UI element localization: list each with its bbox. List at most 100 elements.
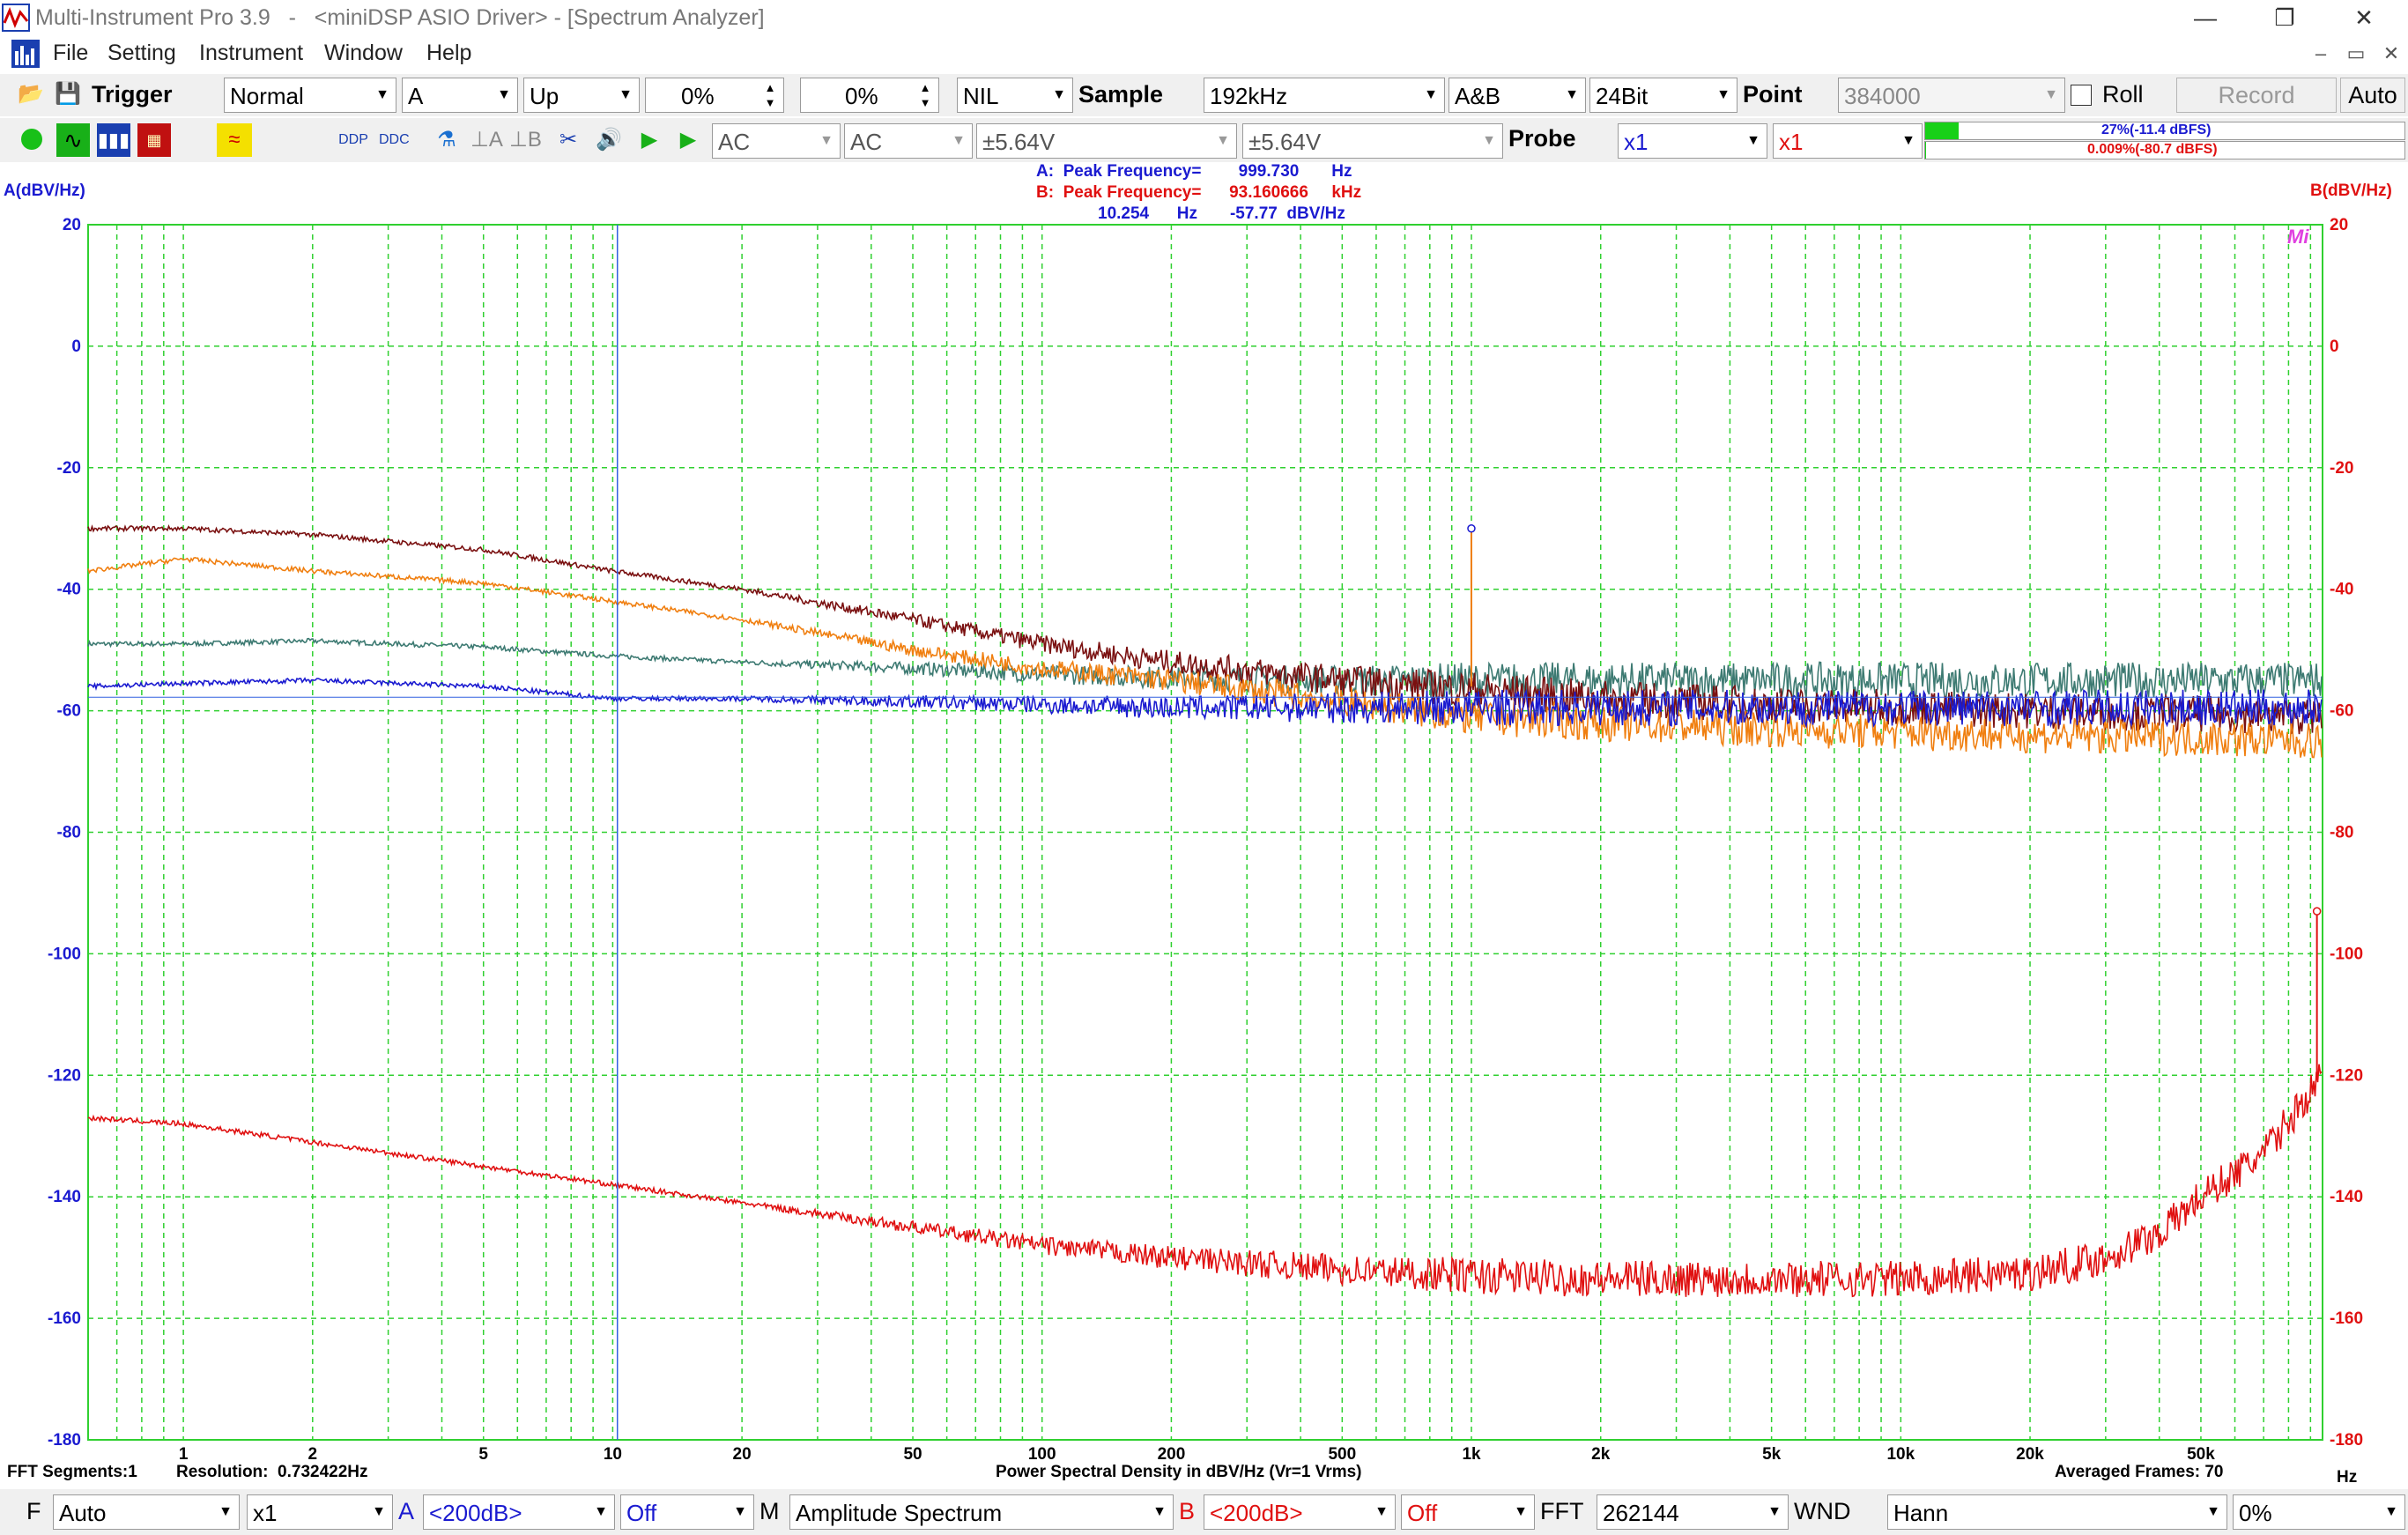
analysis-mode-select[interactable]: Amplitude Spectrum ▼ bbox=[789, 1494, 1174, 1530]
frequency-mult-select[interactable]: x1 ▼ bbox=[247, 1494, 393, 1530]
spectrogram-icon[interactable]: ▦ bbox=[137, 123, 171, 157]
spectrum-analyzer-icon[interactable]: ▮▮▮ bbox=[97, 123, 130, 157]
y-tick-label-right: -180 bbox=[2330, 1431, 2363, 1450]
y-tick-label-left: -180 bbox=[48, 1431, 81, 1450]
spin-arrows-icon[interactable]: ▲ ▼ bbox=[764, 81, 776, 109]
y-tick-label-right: -80 bbox=[2330, 824, 2353, 842]
chevron-down-icon: ▼ bbox=[219, 1504, 233, 1519]
y-tick-label-left: -60 bbox=[57, 702, 81, 721]
y-tick-label-left: -100 bbox=[48, 945, 81, 963]
mdi-restore-button[interactable]: ▭ bbox=[2346, 42, 2366, 64]
range-a-select[interactable]: ±5.64V ▼ bbox=[976, 123, 1237, 159]
chevron-down-icon: ▼ bbox=[619, 87, 633, 102]
range-b-select[interactable]: ±5.64V ▼ bbox=[1242, 123, 1503, 159]
dds-a-icon[interactable]: DDP bbox=[338, 132, 368, 147]
speaker-icon[interactable]: 🔊 bbox=[596, 128, 622, 152]
bit-depth-select[interactable]: 24Bit ▼ bbox=[1589, 78, 1737, 113]
measure-cursor-icon[interactable]: ✂ bbox=[559, 128, 578, 152]
record-button[interactable]: Record bbox=[2176, 78, 2337, 113]
spin-arrows-icon[interactable]: ▲ ▼ bbox=[919, 81, 931, 109]
play-once-icon[interactable]: ▶ bbox=[679, 128, 697, 152]
chevron-down-icon: ▼ bbox=[372, 1504, 386, 1519]
m-label: M bbox=[759, 1498, 780, 1524]
series-line-4 bbox=[87, 1064, 2323, 1298]
chevron-down-icon: ▼ bbox=[1052, 87, 1066, 102]
trigger-edge-select[interactable]: Up ▼ bbox=[523, 78, 640, 113]
nil-select[interactable]: NIL ▼ bbox=[957, 78, 1073, 113]
channels-value: A&B bbox=[1455, 83, 1501, 109]
spectrum-plot-area[interactable]: A(dBV/Hz) B(dBV/Hz) A: Peak Frequency= 9… bbox=[0, 162, 2408, 1487]
menu-setting[interactable]: Setting bbox=[107, 41, 176, 65]
calibrate-icon[interactable]: ⚗ bbox=[437, 128, 456, 152]
trigger-label: Trigger bbox=[92, 81, 173, 108]
x-tick-label: 20k bbox=[2016, 1445, 2044, 1464]
b-range-select[interactable]: <200dB> ▼ bbox=[1204, 1494, 1396, 1530]
restore-button[interactable]: ❐ bbox=[2274, 4, 2295, 31]
trigger-delay-stepper[interactable]: 0% ▲ ▼ bbox=[800, 78, 939, 113]
chevron-down-icon: ▼ bbox=[1767, 1504, 1782, 1519]
level-a-text: 27%(-11.4 dBFS) bbox=[2101, 122, 2212, 137]
open-folder-icon[interactable]: 📂 bbox=[18, 82, 44, 106]
mdi-minimize-button[interactable]: – bbox=[2315, 42, 2327, 64]
run-indicator-icon[interactable] bbox=[21, 129, 42, 150]
y-tick-label-right: -140 bbox=[2330, 1188, 2363, 1206]
y-tick-label-left: -140 bbox=[48, 1188, 81, 1206]
chevron-down-icon: ▼ bbox=[1901, 133, 1915, 148]
spectrum-chart[interactable]: 20 200 0-20 -20-40 -40-60 -60-80 -80-100 -100-1… bbox=[0, 169, 2408, 1484]
play-icon[interactable]: ▶ bbox=[641, 128, 658, 152]
trigger-mode-select[interactable]: Normal ▼ bbox=[224, 78, 396, 113]
probe-b-select[interactable]: x1 ▼ bbox=[1773, 123, 1923, 159]
signal-generator-icon[interactable]: ≈ bbox=[217, 123, 252, 157]
a-label: A bbox=[398, 1498, 415, 1524]
coupling-a-select[interactable]: AC ▼ bbox=[712, 123, 841, 159]
channels-select[interactable]: A&B ▼ bbox=[1449, 78, 1586, 113]
series-line-1 bbox=[87, 556, 2323, 759]
roll-label: Roll bbox=[2102, 81, 2144, 108]
trigger-source-select[interactable]: A ▼ bbox=[402, 78, 518, 113]
trace-a-icon[interactable]: ⊥A bbox=[470, 128, 503, 152]
probe-a-select[interactable]: x1 ▼ bbox=[1618, 123, 1767, 159]
analysis-mode-value: Amplitude Spectrum bbox=[796, 1500, 1003, 1526]
y-tick-label-right: -60 bbox=[2330, 702, 2353, 721]
auto-button[interactable]: Auto bbox=[2340, 78, 2405, 113]
b-off-select[interactable]: Off ▼ bbox=[1401, 1494, 1535, 1530]
a-range-select[interactable]: <200dB> ▼ bbox=[423, 1494, 615, 1530]
chevron-down-icon: ▼ bbox=[1716, 87, 1730, 102]
points-select[interactable]: 384000 ▼ bbox=[1838, 78, 2065, 113]
x-tick-label: 10 bbox=[604, 1445, 622, 1464]
trigger-mode-value: Normal bbox=[230, 83, 304, 109]
trigger-level-stepper[interactable]: 0% ▲ ▼ bbox=[645, 78, 784, 113]
fft-segments: FFT Segments:1 bbox=[7, 1463, 137, 1481]
oscilloscope-icon[interactable]: ∿ bbox=[56, 123, 90, 157]
overlap-select[interactable]: 0% ▼ bbox=[2233, 1494, 2405, 1530]
chevron-down-icon: ▼ bbox=[1514, 1504, 1528, 1519]
window-function-select[interactable]: Hann ▼ bbox=[1887, 1494, 2227, 1530]
app-icon bbox=[2, 4, 30, 32]
minimize-button[interactable]: — bbox=[2194, 4, 2217, 31]
close-button[interactable]: ✕ bbox=[2354, 4, 2374, 31]
menu-file[interactable]: File bbox=[53, 41, 89, 65]
chevron-down-icon: ▼ bbox=[594, 1504, 608, 1519]
averaged-frames: Averaged Frames: 70 bbox=[2055, 1463, 2224, 1481]
peak-marker-dot-0 bbox=[1467, 524, 1476, 533]
roll-checkbox[interactable] bbox=[2071, 85, 2092, 106]
chevron-down-icon: ▼ bbox=[1482, 133, 1496, 148]
menu-window[interactable]: Window bbox=[324, 41, 403, 65]
menu-instrument[interactable]: Instrument bbox=[199, 41, 304, 65]
bottom-toolbar: F Auto ▼ x1 ▼ A <200dB> ▼ Off ▼ M Amplitude … bbox=[0, 1489, 2408, 1535]
save-disk-icon[interactable]: 💾 bbox=[55, 82, 81, 106]
menu-help[interactable]: Help bbox=[426, 41, 472, 65]
coupling-b-select[interactable]: AC ▼ bbox=[844, 123, 973, 159]
mdi-close-button[interactable]: ✕ bbox=[2382, 42, 2400, 64]
trace-b-icon[interactable]: ⊥B bbox=[509, 128, 542, 152]
a-off-select[interactable]: Off ▼ bbox=[620, 1494, 754, 1530]
fft-size-select[interactable]: 262144 ▼ bbox=[1597, 1494, 1789, 1530]
x-tick-label: 2k bbox=[1591, 1445, 1611, 1464]
right-axis-unit: B(dBV/Hz) bbox=[2310, 182, 2392, 200]
window-title: Multi-Instrument Pro 3.9 - <miniDSP ASIO… bbox=[35, 5, 765, 30]
ddc-icon[interactable]: DDC bbox=[379, 132, 410, 147]
a-range-value: <200dB> bbox=[429, 1500, 522, 1526]
sample-rate-select[interactable]: 192kHz ▼ bbox=[1204, 78, 1445, 113]
chevron-down-icon: ▼ bbox=[1746, 133, 1760, 148]
frequency-mode-select[interactable]: Auto ▼ bbox=[53, 1494, 240, 1530]
